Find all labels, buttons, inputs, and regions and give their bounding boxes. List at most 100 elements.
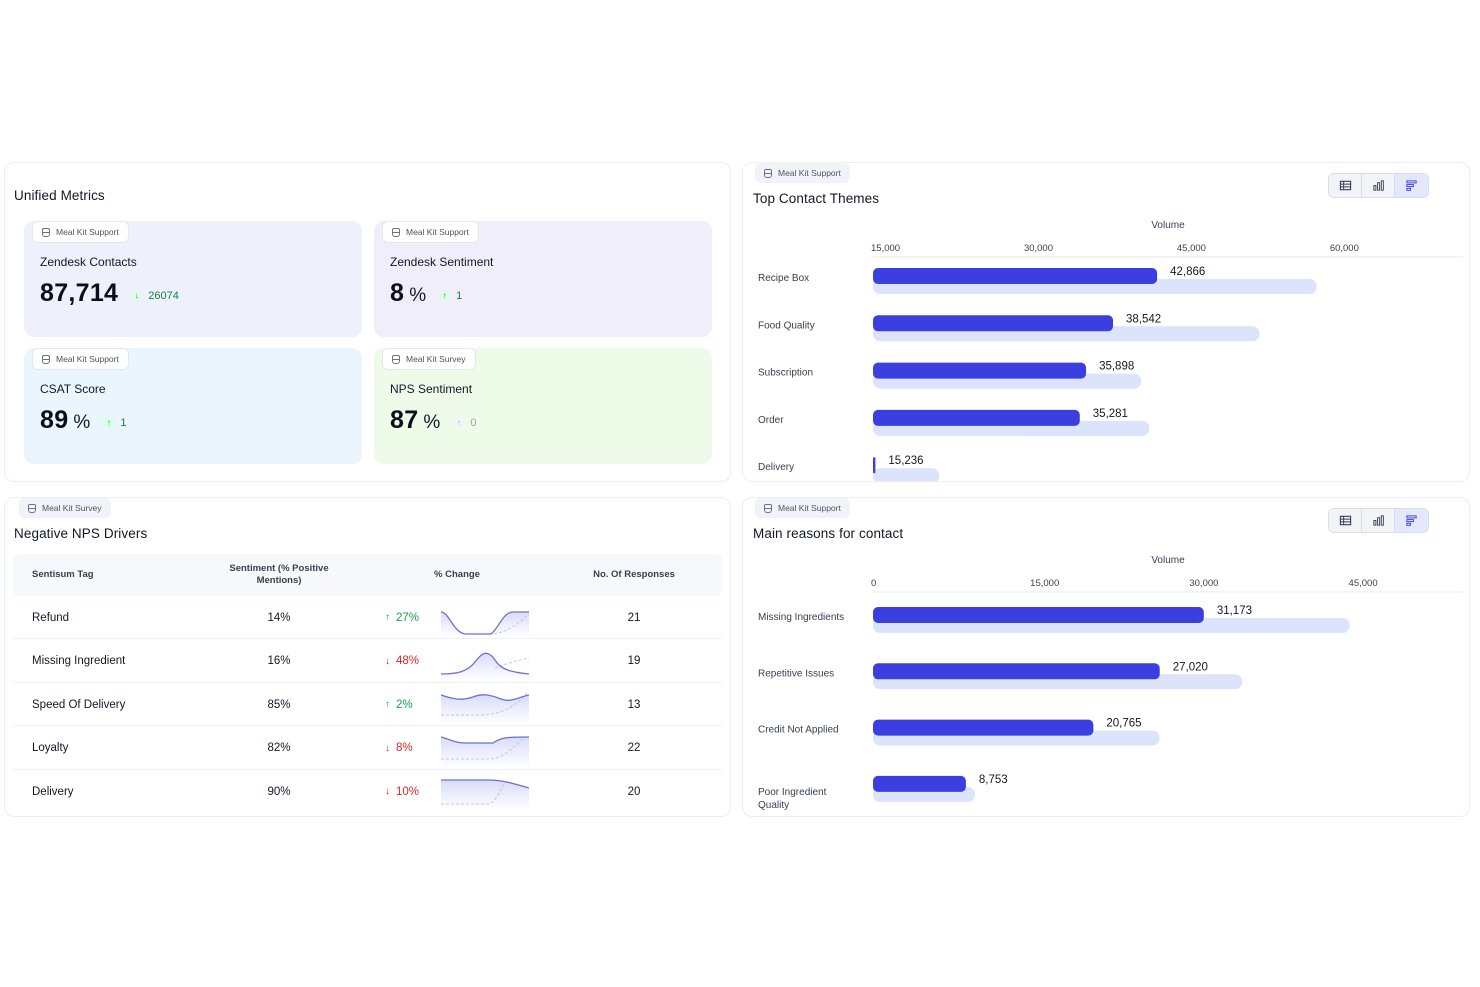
metric-tile-zendesk-sentiment[interactable]: Meal Kit Support Zendesk Sentiment 8 % ↑… <box>374 221 712 337</box>
tag-cell: Loyalty <box>32 742 69 755</box>
category-label: Repetitive Issues <box>758 668 834 679</box>
horizontal-bar-toggle[interactable] <box>1395 174 1428 197</box>
source-tag: Meal Kit Survey <box>382 348 476 370</box>
column-chart-toggle[interactable] <box>1362 509 1395 532</box>
arrow-up-icon: ↑ <box>103 417 115 428</box>
x-tick-label: 0 <box>871 578 876 589</box>
main-reasons-chart: Volume 0 15,000 30,000 45,000 Missing Ingredi… <box>758 555 1463 811</box>
database-icon <box>42 227 50 237</box>
data-label: 20,765 <box>1106 718 1141 730</box>
x-tick-label: 60,000 <box>1330 243 1359 254</box>
value-bar[interactable] <box>873 719 1094 736</box>
value-bar[interactable] <box>873 663 1160 680</box>
tag-cell: Delivery <box>32 785 74 798</box>
x-axis-label: Volume <box>1151 555 1185 566</box>
value-bar[interactable] <box>873 315 1114 332</box>
source-tag: Meal Kit Support <box>755 163 850 183</box>
metric-label: CSAT Score <box>40 382 106 396</box>
sentiment-cell: 85% <box>267 698 291 711</box>
x-tick-label: 45,000 <box>1349 578 1378 589</box>
column-header-sentiment[interactable]: Sentiment (% Positive Mentions) <box>229 563 329 586</box>
category-label: Missing Ingredients <box>758 612 844 623</box>
metric-value: 89 <box>40 406 69 434</box>
table-view-toggle[interactable] <box>1329 174 1362 197</box>
data-label: 31,173 <box>1217 605 1252 617</box>
data-label: 27,020 <box>1173 661 1208 673</box>
negative-nps-drivers-card: Meal Kit Survey Negative NPS Drivers Sen… <box>4 497 731 817</box>
metric-tile-csat-score[interactable]: Meal Kit Support CSAT Score 89 % ↑ 1 <box>24 348 362 464</box>
category-label: Quality <box>758 800 789 811</box>
metric-tile-zendesk-contacts[interactable]: Meal Kit Support Zendesk Contacts 87,714… <box>24 221 362 337</box>
metric-value: 87,714 <box>40 279 119 307</box>
source-tag: Meal Kit Support <box>382 221 479 243</box>
value-bar[interactable] <box>873 457 876 474</box>
category-label: Food Quality <box>758 320 815 331</box>
source-tag: Meal Kit Survey <box>19 498 111 518</box>
view-toggle-group <box>1328 173 1429 198</box>
table-row[interactable]: Speed Of Delivery 85% ↑ 2% 13 <box>13 683 722 727</box>
column-header-tag[interactable]: Sentisum Tag <box>32 569 94 580</box>
source-tag: Meal Kit Support <box>755 498 850 518</box>
category-label: Delivery <box>758 462 794 473</box>
value-bar[interactable] <box>873 268 1158 284</box>
table-title: Negative NPS Drivers <box>14 526 148 541</box>
arrow-down-icon: ↓ <box>385 742 390 754</box>
column-header-responses[interactable]: No. Of Responses <box>593 569 675 580</box>
arrow-down-icon: ↓ <box>131 290 143 301</box>
category-label: Credit Not Applied <box>758 725 839 736</box>
change-cell: ↑ 27% <box>385 611 420 624</box>
arrow-up-icon: ↑ <box>385 699 390 711</box>
view-toggle-group <box>1328 508 1429 533</box>
database-icon <box>764 503 772 513</box>
table-row[interactable]: Loyalty 82% ↓ 8% 22 <box>13 727 722 770</box>
arrow-up-icon: ↑ <box>439 290 451 301</box>
table-header: Sentisum Tag Sentiment (% Positive Menti… <box>13 554 722 596</box>
metric-value: 87 <box>390 406 419 434</box>
responses-cell: 21 <box>627 611 641 624</box>
value-bar[interactable] <box>873 775 966 792</box>
table-view-toggle[interactable] <box>1329 509 1362 532</box>
column-header-change[interactable]: % Change <box>434 569 480 580</box>
metric-unit: % <box>73 412 91 433</box>
metric-unit: % <box>423 412 441 433</box>
database-icon <box>764 168 772 178</box>
metric-unit: % <box>409 285 427 306</box>
metric-delta: ↑ 1 <box>439 290 462 302</box>
value-bar[interactable] <box>873 607 1204 623</box>
horizontal-bar-icon <box>1406 515 1417 526</box>
data-label: 35,898 <box>1099 361 1134 373</box>
bar-chart-icon <box>1372 515 1384 526</box>
metric-delta: ↓ 26074 <box>131 290 179 302</box>
change-cell: ↓ 48% <box>385 655 420 668</box>
value-bar[interactable] <box>873 409 1080 426</box>
x-tick-label: 30,000 <box>1024 243 1053 254</box>
data-label: 8,753 <box>979 774 1008 786</box>
table-row[interactable]: Refund 14% ↑ 27% 21 <box>13 596 722 639</box>
category-label: Recipe Box <box>758 273 809 284</box>
trend-sparkline <box>440 692 530 724</box>
category-label: Subscription <box>758 368 813 379</box>
table-row[interactable]: Delivery 90% ↓ 10% 20 <box>13 770 722 813</box>
sentiment-cell: 90% <box>267 785 291 798</box>
unified-metrics-card: Unified Metrics Meal Kit Support Zendesk… <box>4 162 731 482</box>
responses-cell: 19 <box>627 655 641 668</box>
x-tick-label: 15,000 <box>871 243 900 254</box>
source-tag: Meal Kit Support <box>32 221 129 243</box>
value-bar[interactable] <box>873 362 1087 379</box>
change-cell: ↓ 8% <box>385 742 413 755</box>
bar-chart-icon <box>1372 180 1384 191</box>
horizontal-bar-toggle[interactable] <box>1395 509 1428 532</box>
table-row[interactable]: Missing Ingredient 16% ↓ 48% 19 <box>13 640 722 683</box>
metric-tile-nps-sentiment[interactable]: Meal Kit Survey NPS Sentiment 87 % ↑ 0 <box>374 348 712 464</box>
trend-sparkline <box>440 652 530 680</box>
column-chart-toggle[interactable] <box>1362 174 1395 197</box>
chart-title: Main reasons for contact <box>753 526 904 541</box>
responses-cell: 22 <box>627 742 641 755</box>
responses-cell: 13 <box>627 698 641 711</box>
source-tag: Meal Kit Support <box>32 348 129 370</box>
category-label: Poor Ingredient <box>758 787 827 798</box>
arrow-down-icon: ↓ <box>385 786 390 798</box>
metric-label: Zendesk Contacts <box>40 255 137 269</box>
tag-cell: Refund <box>32 611 70 624</box>
comparison-bar <box>873 468 940 481</box>
